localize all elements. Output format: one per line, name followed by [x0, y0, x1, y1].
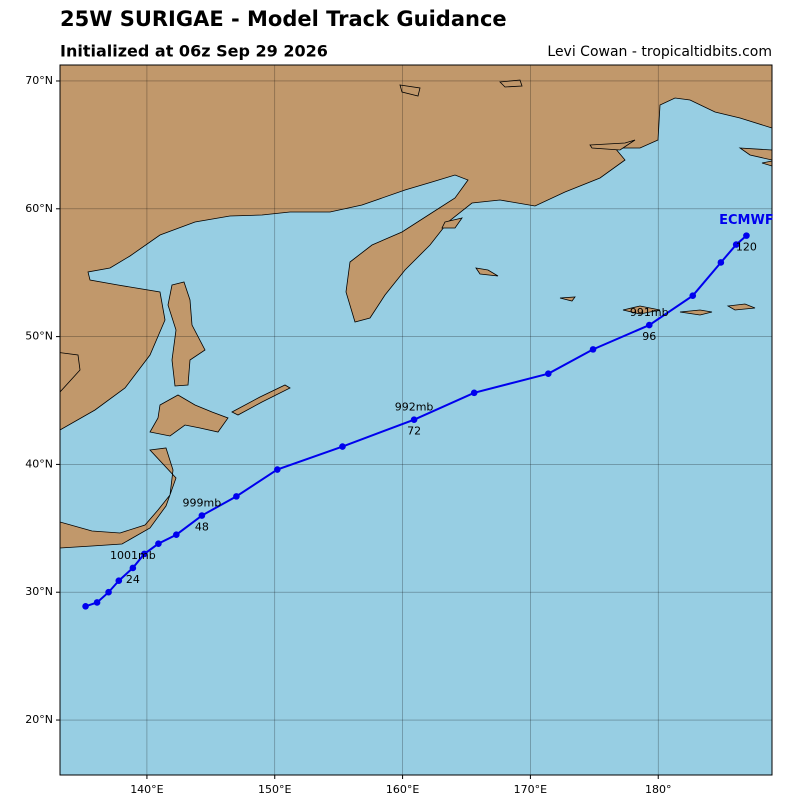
track-point — [93, 599, 101, 606]
pressure-label: 999mb — [183, 497, 222, 510]
track-point — [410, 416, 418, 423]
graticule — [60, 65, 772, 775]
forecast-hour: 48 — [195, 521, 209, 534]
track-point — [198, 512, 206, 519]
track — [82, 232, 750, 610]
y-tick-label: 20°N — [25, 713, 53, 726]
credit: Levi Cowan - tropicaltidbits.com — [547, 44, 772, 60]
x-tick-label: 150°E — [258, 783, 291, 796]
track-point — [155, 540, 162, 547]
forecast-hour: 24 — [126, 573, 140, 586]
y-tick-label: 40°N — [25, 457, 53, 470]
subtitle: Initialized at 06z Sep 29 2026 — [60, 42, 328, 61]
track-point — [82, 602, 89, 610]
forecast-hour: 96 — [642, 330, 656, 343]
pressure-label: 992mb — [395, 401, 434, 414]
track-point — [645, 321, 653, 329]
track-point — [105, 588, 112, 596]
track-point — [732, 241, 740, 248]
pressure-label: 1001mb — [110, 549, 156, 562]
track-point — [339, 443, 346, 450]
track-labels: 24 1001mb 48 999mb 72 992mb 96 991mb 120 ECMWF — [110, 213, 774, 586]
y-tick-label: 60°N — [25, 202, 53, 215]
y-tick-label: 30°N — [25, 585, 53, 598]
x-tick-label: 180° — [645, 783, 672, 796]
track-point — [545, 370, 552, 377]
pressure-label: 991mb — [630, 306, 669, 319]
land — [60, 65, 772, 549]
track-point — [141, 550, 148, 558]
y-tick-label: 50°N — [25, 330, 53, 343]
track-point — [274, 466, 281, 473]
x-tick-label: 140°E — [130, 783, 163, 796]
track-point — [589, 346, 597, 353]
track-point — [743, 232, 750, 239]
x-tick-label: 160°E — [386, 783, 419, 796]
tick-labels: 140°E 150°E 160°E 170°E 180° 20°N 30°N 40°N 50°N… — [25, 74, 671, 796]
forecast-hour: 72 — [407, 425, 421, 438]
map-frame — [59, 64, 773, 776]
track-point — [689, 292, 697, 300]
y-tick-label: 70°N — [25, 74, 53, 87]
track-point — [470, 389, 478, 397]
model-name: ECMWF — [719, 213, 774, 228]
title: 25W SURIGAE - Model Track Guidance — [60, 7, 507, 31]
track-point — [115, 577, 123, 585]
track-point — [717, 259, 725, 266]
x-tick-label: 170°E — [514, 783, 547, 796]
track-point — [173, 531, 180, 539]
forecast-hour: 120 — [736, 241, 757, 254]
track-point — [233, 493, 240, 500]
track-point — [129, 564, 137, 572]
